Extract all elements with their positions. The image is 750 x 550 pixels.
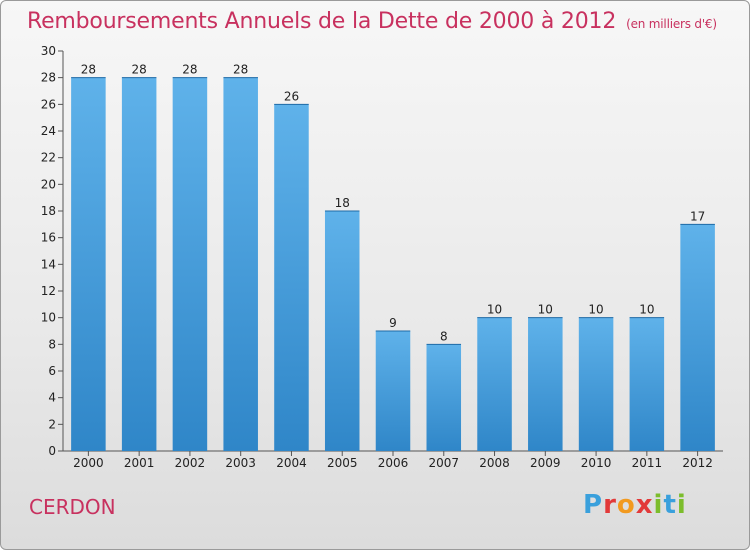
bar-value-label: 18: [335, 196, 350, 210]
bar: [274, 104, 309, 451]
x-tick-label: 2010: [581, 456, 612, 470]
logo-letter: i: [653, 490, 664, 520]
x-tick-label: 2007: [428, 456, 459, 470]
bar: [375, 331, 411, 451]
bar: [629, 317, 665, 451]
y-tick-label: 4: [48, 391, 56, 405]
y-tick-label: 0: [48, 444, 56, 458]
bar-value-label: 9: [389, 316, 397, 330]
x-tick-label: 2008: [479, 456, 510, 470]
y-tick-label: 8: [48, 337, 56, 351]
bar-value-label: 28: [233, 63, 248, 77]
y-tick-label: 12: [41, 284, 56, 298]
y-tick-label: 26: [41, 97, 56, 111]
bar: [528, 317, 563, 451]
bar: [324, 211, 360, 451]
bar-value-label: 26: [284, 89, 299, 103]
x-tick-label: 2004: [276, 456, 307, 470]
y-tick-label: 24: [41, 124, 56, 138]
x-tick-label: 2001: [124, 456, 155, 470]
logo-letter: x: [635, 490, 654, 520]
bar: [172, 77, 208, 452]
bars-group: 28 28 28 28 26 18 9 8 10 10 10 10 17: [71, 63, 715, 452]
y-tick-label: 14: [41, 257, 56, 271]
y-tick-label: 18: [41, 204, 56, 218]
bar: [477, 317, 512, 451]
bar: [680, 224, 715, 451]
bar-value-label: 10: [588, 303, 603, 317]
proxiti-logo: Proxiti: [583, 490, 687, 520]
x-tick-label: 2005: [327, 456, 358, 470]
y-tick-label: 16: [41, 231, 56, 245]
x-tick-label: 2002: [175, 456, 206, 470]
y-tick-label: 30: [41, 44, 56, 58]
bar-value-label: 10: [487, 303, 502, 317]
x-tick-label: 2012: [682, 456, 713, 470]
x-tick-label: 2006: [378, 456, 409, 470]
logo-letter: P: [583, 490, 604, 520]
bar-value-label: 17: [690, 209, 705, 223]
logo-letter: r: [603, 490, 617, 520]
bar-value-label: 28: [182, 63, 197, 77]
y-tick-label: 28: [41, 71, 56, 85]
logo-letter: i: [676, 490, 687, 520]
chart-title-text: Remboursements Annuels de la Dette de 20…: [27, 9, 617, 34]
bar-value-label: 28: [81, 63, 96, 77]
commune-name: CERDON: [29, 495, 116, 519]
bar-value-label: 8: [440, 329, 448, 343]
chart-unit: (en milliers d'€): [626, 17, 717, 31]
logo-letter: o: [616, 490, 636, 520]
x-tick-label: 2003: [225, 456, 256, 470]
bar-value-label: 10: [538, 303, 553, 317]
x-tick-label: 2009: [530, 456, 561, 470]
y-tick-label: 22: [41, 151, 56, 165]
bar: [426, 344, 462, 451]
y-tick-label: 6: [48, 364, 56, 378]
bar-value-label: 28: [132, 63, 147, 77]
bar: [223, 77, 258, 452]
bar-value-label: 10: [639, 303, 654, 317]
chart-title: Remboursements Annuels de la Dette de 20…: [27, 9, 717, 34]
y-tick-label: 2: [48, 417, 56, 431]
x-tick-label: 2000: [73, 456, 104, 470]
y-tick-label: 20: [41, 177, 56, 191]
bar: [578, 317, 614, 451]
bar: [71, 77, 106, 452]
y-tick-label: 10: [41, 311, 56, 325]
bar: [121, 77, 157, 452]
logo-letter: t: [663, 490, 677, 520]
x-tick-label: 2011: [632, 456, 663, 470]
